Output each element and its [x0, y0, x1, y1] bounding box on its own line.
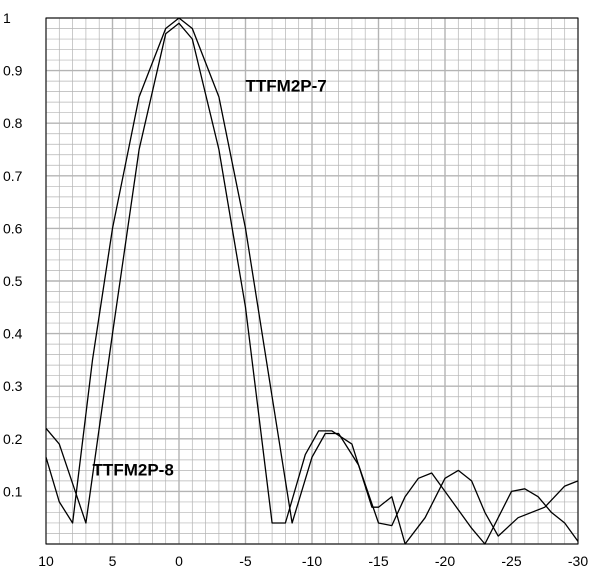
series-labels: TTFM2P-7 TTFM2P-8: [93, 77, 327, 480]
y-tick-label: 0.7: [3, 168, 23, 184]
series-layer: [45, 17, 579, 545]
series-label: TTFM2P-7: [246, 77, 327, 96]
series-label: TTFM2P-8: [93, 461, 174, 480]
y-tick-label: 0.3: [3, 378, 23, 394]
series-line-ttfm2p-7: [45, 17, 579, 545]
y-tick-label: 1: [3, 10, 11, 26]
x-tick-label: -15: [368, 553, 388, 569]
y-tick-label: 0.1: [3, 483, 23, 499]
plot-frame: [45, 17, 579, 545]
x-tick-label: 10: [38, 553, 54, 569]
tick-labels: 10 5 0 -5 -10 -15 -20 -25 -30 0.1 0.2 0.3 0.4 0.5 0.6 0…: [3, 10, 588, 569]
x-tick-label: -20: [435, 553, 455, 569]
y-tick-label: 0.6: [3, 220, 23, 236]
x-tick-label: 0: [175, 553, 183, 569]
x-tick-label: -25: [501, 553, 521, 569]
series-line-ttfm2p-8: [45, 22, 579, 545]
y-tick-label: 0.4: [3, 326, 23, 342]
grid: [45, 17, 579, 545]
y-tick-label: 0.2: [3, 431, 23, 447]
x-tick-label: -5: [239, 553, 252, 569]
x-tick-label: -10: [302, 553, 322, 569]
x-tick-label: 5: [109, 553, 117, 569]
x-tick-label: -30: [568, 553, 588, 569]
y-tick-label: 0.8: [3, 115, 23, 131]
y-tick-label: 0.5: [3, 273, 23, 289]
y-tick-label: 0.9: [3, 63, 23, 79]
